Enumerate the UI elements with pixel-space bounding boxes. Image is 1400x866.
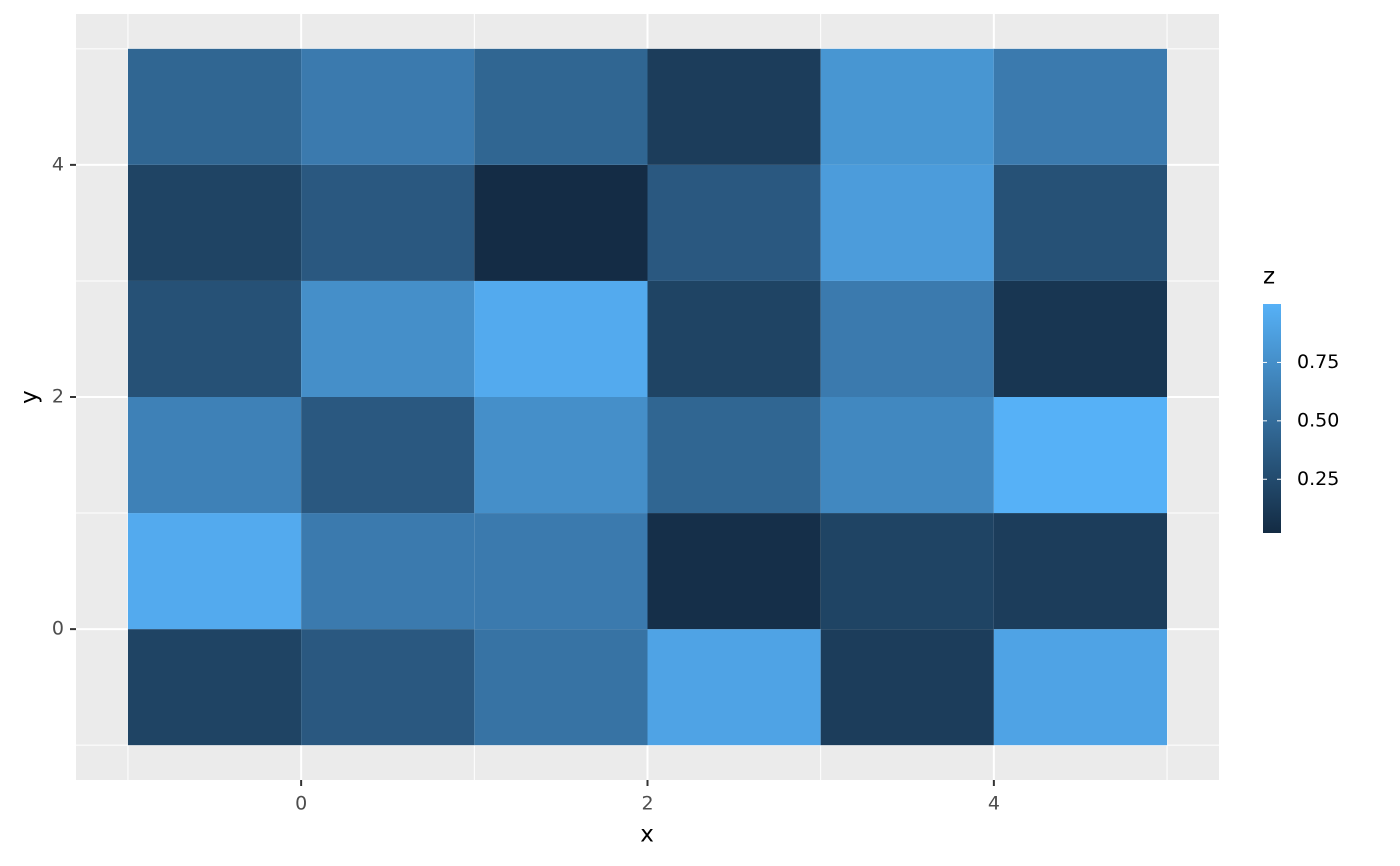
tile [474, 164, 648, 281]
tile [993, 280, 1168, 397]
legend-tick-label: 0.75 [1297, 351, 1339, 373]
x-axis-title: x [640, 822, 654, 848]
legend-tick-label: 0.25 [1297, 468, 1339, 490]
tile [647, 48, 821, 165]
y-tick-label: 2 [52, 386, 64, 408]
tile [127, 164, 302, 281]
tile [474, 629, 648, 746]
x-tick-label: 2 [641, 793, 653, 815]
x-tick-label: 0 [295, 793, 307, 815]
tile [993, 48, 1168, 165]
tile [820, 280, 994, 397]
tile [647, 280, 821, 397]
tile [301, 280, 475, 397]
tile [127, 397, 302, 514]
y-tick-label: 4 [52, 153, 64, 175]
tile [301, 164, 475, 281]
legend-tick-label: 0.50 [1297, 409, 1339, 431]
tile [647, 629, 821, 746]
y-tick-label: 0 [52, 618, 64, 640]
x-tick-label: 4 [988, 793, 1000, 815]
tile [127, 513, 302, 630]
tile [820, 397, 994, 514]
tile [301, 48, 475, 165]
tile [474, 280, 648, 397]
tile [301, 397, 475, 514]
tile [820, 164, 994, 281]
tile [647, 513, 821, 630]
tile [993, 629, 1168, 746]
tile [820, 48, 994, 165]
y-axis-title: y [17, 390, 43, 404]
tile [647, 397, 821, 514]
tile [127, 48, 302, 165]
tile [127, 629, 302, 746]
tile [474, 513, 648, 630]
tile [301, 513, 475, 630]
tile [993, 164, 1168, 281]
legend-colorbar [1263, 304, 1281, 533]
tile [474, 397, 648, 514]
tile [820, 513, 994, 630]
tile [820, 629, 994, 746]
tile [647, 164, 821, 281]
tile [993, 513, 1168, 630]
tile [127, 280, 302, 397]
tile [474, 48, 648, 165]
tile [993, 397, 1168, 514]
tile [301, 629, 475, 746]
legend-title: z [1263, 264, 1275, 290]
